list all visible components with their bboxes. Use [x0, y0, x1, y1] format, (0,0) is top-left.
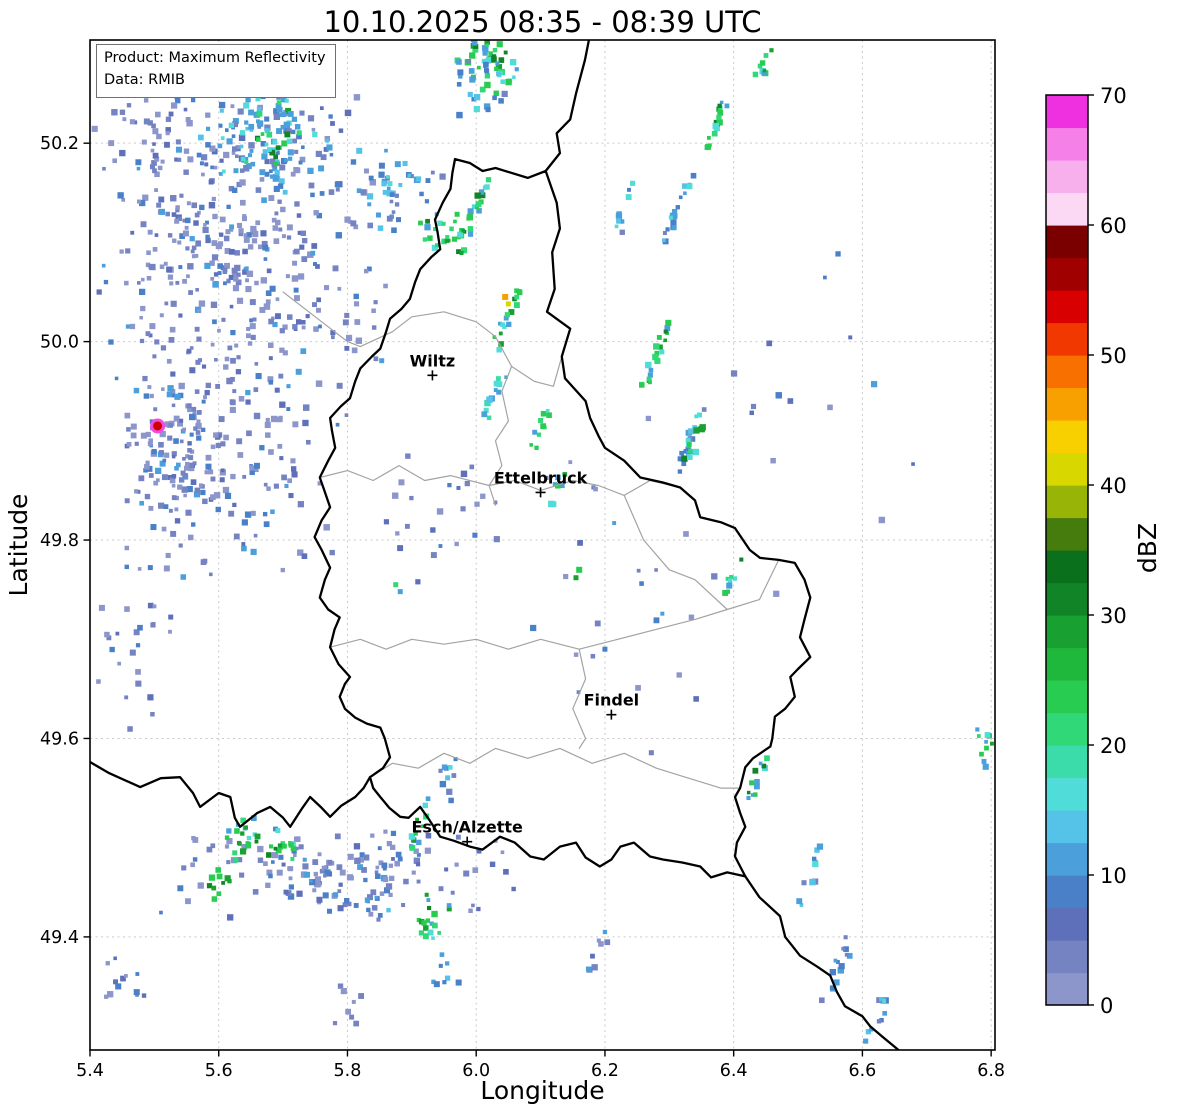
colorbar-segment [1046, 95, 1088, 129]
colorbar-segment [1046, 355, 1088, 389]
colorbar-segment [1046, 322, 1088, 356]
city-label: Wiltz [410, 351, 456, 370]
colorbar-segment [1046, 225, 1088, 259]
colorbar: 0 10 20 30 40 50 60 70 [1045, 84, 1127, 1018]
colorbar-segment [1046, 647, 1088, 681]
city-plus-marker [606, 709, 617, 720]
colorbar-segment [1046, 192, 1088, 226]
colorbar-tick-label: 30 [1100, 604, 1127, 628]
colorbar-tick-label: 60 [1100, 214, 1127, 238]
map-canvas: Wiltz Ettelbruck Findel Esch/Alzette [90, 40, 995, 1050]
colorbar-segment [1046, 615, 1088, 649]
colorbar-tick-label: 40 [1100, 474, 1127, 498]
colorbar-label: dBZ [1133, 523, 1162, 573]
colorbar-segment [1046, 485, 1088, 519]
colorbar-segment [1046, 582, 1088, 616]
colorbar-segment [1046, 550, 1088, 584]
product-info-box: Product: Maximum Reflectivity Data: RMIB [96, 44, 336, 98]
figure-title: 10.10.2025 08:35 - 08:39 UTC [323, 5, 762, 39]
colorbar-segment [1046, 127, 1088, 161]
colorbar-tick-label: 20 [1100, 734, 1127, 758]
colorbar-segment [1046, 875, 1088, 909]
colorbar-tick-label: 70 [1100, 84, 1127, 108]
y-tick-label: 50.2 [40, 134, 79, 154]
city-plus-marker [427, 370, 438, 381]
grid-lines [90, 40, 995, 1050]
country-borders [90, 40, 901, 1050]
colorbar-segment [1046, 972, 1088, 1006]
colorbar-tick-label: 0 [1100, 994, 1113, 1018]
colorbar-segment [1046, 777, 1088, 811]
colorbar-segment [1046, 387, 1088, 421]
y-axis-label: Latitude [4, 494, 33, 597]
colorbar-segment [1046, 680, 1088, 714]
colorbar-segment [1046, 745, 1088, 779]
colorbar-segment [1046, 842, 1088, 876]
map-plot-area: Wiltz Ettelbruck Findel Esch/Alzette Produc… [90, 40, 995, 1050]
colorbar-segment [1046, 257, 1088, 291]
y-tick-label: 49.8 [40, 531, 79, 551]
radar-site-dot [153, 421, 163, 431]
colorbar-tick-label: 10 [1100, 864, 1127, 888]
colorbar-segment [1046, 452, 1088, 486]
colorbar-segment [1046, 907, 1088, 941]
colorbar-segment [1046, 940, 1088, 974]
data-source-line: Data: RMIB [104, 71, 185, 88]
radar-site-marker [150, 418, 166, 434]
city-label: Findel [584, 691, 640, 710]
colorbar-segment [1046, 290, 1088, 324]
y-axis-ticks: 49.4 49.6 49.8 50.0 50.2 [40, 134, 90, 948]
y-tick-label: 49.6 [40, 729, 79, 749]
x-axis-label: Longitude [480, 1076, 605, 1105]
colorbar-segment [1046, 420, 1088, 454]
colorbar-segment [1046, 810, 1088, 844]
city-label: Ettelbruck [494, 468, 588, 487]
city-label: Esch/Alzette [412, 818, 524, 837]
colorbar-tick-label: 50 [1100, 344, 1127, 368]
product-line: Product: Maximum Reflectivity [104, 50, 326, 66]
y-tick-label: 50.0 [40, 333, 79, 353]
radar-echo-pixels [91, 40, 994, 1044]
colorbar-segment [1046, 712, 1088, 746]
colorbar-segment [1046, 160, 1088, 194]
y-tick-label: 49.4 [40, 928, 79, 948]
colorbar-segment [1046, 517, 1088, 551]
